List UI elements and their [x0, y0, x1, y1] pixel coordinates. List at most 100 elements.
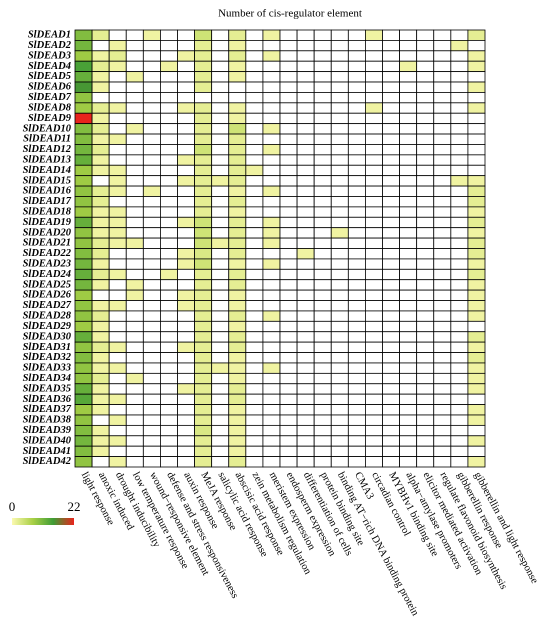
- heat-cell: [194, 289, 213, 301]
- heat-cell: [108, 372, 127, 385]
- heat-cell: [365, 175, 383, 187]
- heat-cell: [91, 404, 110, 416]
- heat-cell: [245, 372, 264, 385]
- heat-cell: [330, 123, 349, 135]
- heat-cell: [330, 372, 349, 385]
- heat-cell: [194, 393, 213, 405]
- heat-cell: [177, 289, 195, 301]
- row-label: SlDEAD7: [28, 92, 72, 103]
- heat-cell: [125, 29, 144, 41]
- heat-cell: [91, 40, 110, 52]
- heat-cell: [365, 196, 383, 208]
- heat-cell: [91, 456, 110, 468]
- heat-cell: [160, 372, 178, 385]
- heat-cell: [416, 206, 435, 218]
- heat-cell: [330, 216, 349, 229]
- heat-cell: [142, 154, 161, 166]
- heat-cell: [228, 352, 247, 364]
- heat-cell: [382, 289, 400, 301]
- heat-cell: [91, 60, 110, 73]
- heat-cell: [313, 154, 332, 166]
- heat-cell: [194, 112, 213, 125]
- heat-cell: [91, 414, 110, 426]
- heat-cell: [228, 185, 247, 197]
- heat-cell: [365, 362, 383, 374]
- heat-cell: [296, 352, 315, 364]
- heat-cell: [211, 435, 230, 447]
- heat-cell: [347, 435, 366, 447]
- heat-cell: [416, 144, 435, 156]
- heat-cell: [330, 362, 349, 374]
- row-label: SlDEAD1: [28, 30, 71, 41]
- heat-cell: [108, 185, 127, 197]
- heat-cell: [194, 50, 213, 62]
- heat-cell: [125, 404, 144, 416]
- heat-cell: [365, 372, 383, 385]
- heat-cell: [245, 279, 264, 291]
- heat-cell: [313, 112, 332, 125]
- heat-cell: [467, 164, 486, 177]
- heat-cell: [194, 71, 213, 83]
- heat-cell: [108, 435, 127, 447]
- heat-cell: [177, 414, 195, 426]
- heat-cell: [313, 362, 332, 374]
- heat-cell: [399, 258, 418, 270]
- heat-cell: [211, 164, 230, 177]
- heat-cell: [194, 164, 213, 177]
- heat-cell: [194, 414, 213, 426]
- heat-cell: [433, 372, 452, 385]
- heat-cell: [313, 196, 332, 208]
- heat-cell: [228, 227, 247, 239]
- heat-cell: [142, 227, 161, 239]
- heat-cell: [433, 279, 452, 291]
- heat-cell: [194, 92, 213, 104]
- heat-cell: [347, 196, 366, 208]
- heat-cell: [467, 50, 486, 62]
- heat-cell: [74, 196, 93, 208]
- heat-cell: [262, 164, 281, 177]
- heat-cell: [108, 268, 127, 281]
- heat-cell: [347, 393, 366, 405]
- heat-cell: [450, 112, 469, 125]
- row-label: SlDEAD41: [23, 446, 71, 457]
- heat-cell: [399, 404, 418, 416]
- heat-cell: [347, 383, 366, 395]
- heat-cell: [382, 352, 400, 364]
- heat-cell: [416, 435, 435, 447]
- heat-cell: [313, 29, 332, 41]
- heat-cell: [177, 50, 195, 62]
- heat-cell: [433, 393, 452, 405]
- heat-cell: [211, 227, 230, 239]
- heat-cell: [382, 29, 400, 41]
- heat-cell: [347, 154, 366, 166]
- heat-cell: [160, 185, 178, 197]
- heat-cell: [74, 227, 93, 239]
- heat-cell: [142, 268, 161, 281]
- heat-cell: [279, 383, 298, 395]
- heat-cell: [399, 424, 418, 437]
- heat-cell: [194, 227, 213, 239]
- heat-cell: [194, 404, 213, 416]
- heat-cell: [177, 71, 195, 83]
- heat-cell: [399, 320, 418, 333]
- heat-cell: [125, 133, 144, 145]
- heat-cell: [399, 216, 418, 229]
- row-label: SlDEAD30: [23, 331, 72, 342]
- heat-cell: [347, 372, 366, 385]
- heat-cell: [228, 289, 247, 301]
- heat-cell: [313, 258, 332, 270]
- heat-cell: [262, 383, 281, 395]
- heat-cell: [450, 227, 469, 239]
- heat-cell: [296, 216, 315, 229]
- heat-cell: [365, 404, 383, 416]
- heat-cell: [347, 320, 366, 333]
- heat-cell: [160, 414, 178, 426]
- heat-cell: [382, 279, 400, 291]
- heat-cell: [142, 175, 161, 187]
- heat-cell: [194, 331, 213, 343]
- heat-cell: [416, 133, 435, 145]
- heat-cell: [433, 144, 452, 156]
- heat-cell: [279, 40, 298, 52]
- heat-cell: [108, 352, 127, 364]
- heat-cell: [450, 414, 469, 426]
